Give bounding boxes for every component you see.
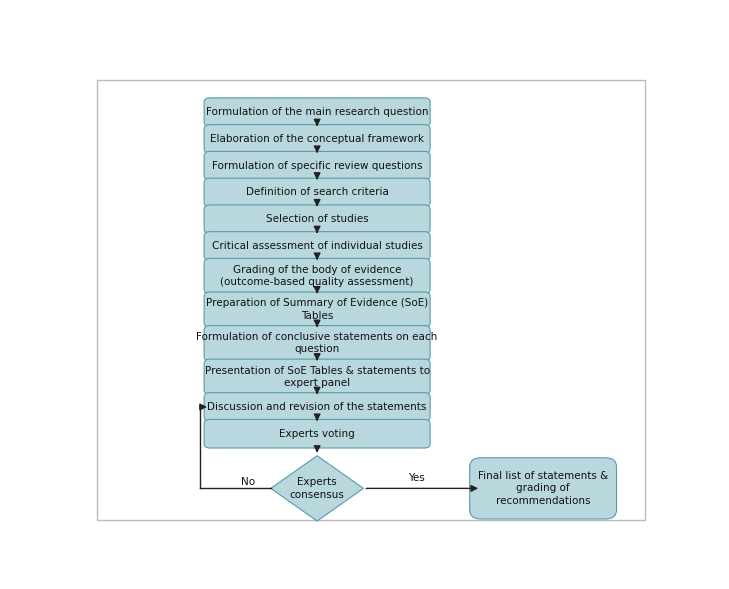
FancyBboxPatch shape — [204, 231, 430, 260]
FancyBboxPatch shape — [469, 458, 617, 519]
FancyBboxPatch shape — [204, 125, 430, 153]
Text: Formulation of specific review questions: Formulation of specific review questions — [212, 161, 422, 171]
Text: Elaboration of the conceptual framework: Elaboration of the conceptual framework — [210, 134, 424, 144]
Text: Formulation of the main research question: Formulation of the main research questio… — [206, 107, 429, 117]
FancyBboxPatch shape — [204, 98, 430, 127]
Text: Formulation of conclusive statements on each
question: Formulation of conclusive statements on … — [197, 332, 437, 355]
Text: Discussion and revision of the statements: Discussion and revision of the statement… — [208, 402, 426, 412]
FancyBboxPatch shape — [204, 419, 430, 448]
Text: Preparation of Summary of Evidence (SoE)
Tables: Preparation of Summary of Evidence (SoE)… — [206, 299, 428, 321]
Text: Critical assessment of individual studies: Critical assessment of individual studie… — [211, 241, 423, 251]
Text: Grading of the body of evidence
(outcome-based quality assessment): Grading of the body of evidence (outcome… — [220, 265, 414, 287]
Text: Yes: Yes — [408, 473, 425, 483]
FancyBboxPatch shape — [204, 393, 430, 421]
FancyBboxPatch shape — [204, 178, 430, 207]
FancyBboxPatch shape — [204, 205, 430, 233]
FancyBboxPatch shape — [204, 292, 430, 327]
Text: Definition of search criteria: Definition of search criteria — [246, 187, 389, 197]
Text: Presentation of SoE Tables & statements to
expert panel: Presentation of SoE Tables & statements … — [205, 366, 429, 388]
Text: Experts
consensus: Experts consensus — [289, 477, 345, 499]
FancyBboxPatch shape — [204, 259, 430, 294]
FancyBboxPatch shape — [204, 326, 430, 361]
Text: Selection of studies: Selection of studies — [266, 214, 368, 224]
FancyBboxPatch shape — [204, 359, 430, 395]
FancyBboxPatch shape — [204, 151, 430, 180]
Text: No: No — [241, 477, 255, 487]
Text: Experts voting: Experts voting — [279, 429, 355, 439]
Polygon shape — [270, 456, 364, 521]
Text: Final list of statements &
grading of
recommendations: Final list of statements & grading of re… — [478, 471, 608, 506]
